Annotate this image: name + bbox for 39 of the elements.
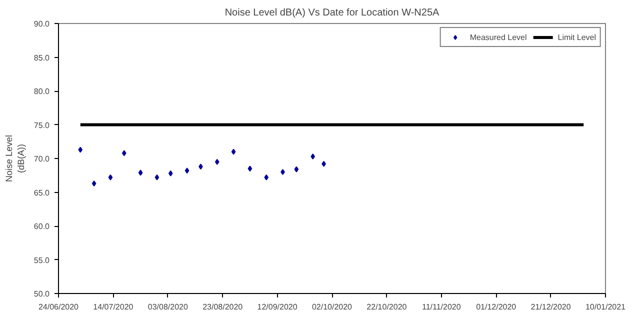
x-tick-label: 12/09/2020 [257, 302, 298, 312]
x-tick-label: 14/07/2020 [93, 302, 134, 312]
x-tick-label: 01/12/2020 [476, 302, 517, 312]
y-tick-label: 90.0 [34, 20, 50, 28]
y-tick-label: 65.0 [34, 188, 50, 198]
y-tick-label: 80.0 [34, 87, 50, 96]
point [248, 166, 252, 172]
x-tick-label: 03/08/2020 [148, 302, 188, 312]
x-tick-label: 10/01/2021 [585, 302, 626, 312]
point [78, 146, 83, 153]
x-tick-label: 11/11/2020 [422, 302, 462, 312]
point [280, 169, 285, 175]
point [138, 170, 143, 176]
y-tick-label: 75.0 [34, 120, 50, 130]
point [310, 153, 316, 160]
y-tick-label: 85.0 [34, 53, 50, 62]
y-tick-label: 55.0 [34, 256, 50, 265]
y-tick-label: 70.0 [34, 154, 50, 164]
x-tick-label: 02/10/2020 [312, 302, 353, 312]
legend-label: Limit Level [558, 32, 596, 42]
point [122, 150, 126, 156]
legend-label: Measured Level [470, 32, 527, 42]
x-tick-label: 24/06/2020 [38, 302, 80, 312]
y-axis-title: Noise Level (dB(A)) [4, 134, 26, 182]
point [154, 174, 160, 180]
point [231, 148, 236, 155]
y-tick-label: 50.0 [34, 290, 50, 298]
chart-title: Noise Level dB(A) Vs Date for Location W-N25A [224, 8, 440, 18]
x-tick-label: 23/08/2020 [202, 302, 244, 312]
point [168, 170, 173, 176]
x-tick-label: 21/12/2020 [530, 302, 572, 312]
x-tick-label: 22/10/2020 [366, 302, 408, 312]
point [294, 166, 299, 172]
y-tick-label: 60.0 [34, 222, 50, 231]
point [264, 174, 269, 180]
point [108, 174, 113, 180]
point [214, 158, 220, 165]
point [184, 168, 190, 174]
point [92, 180, 96, 186]
